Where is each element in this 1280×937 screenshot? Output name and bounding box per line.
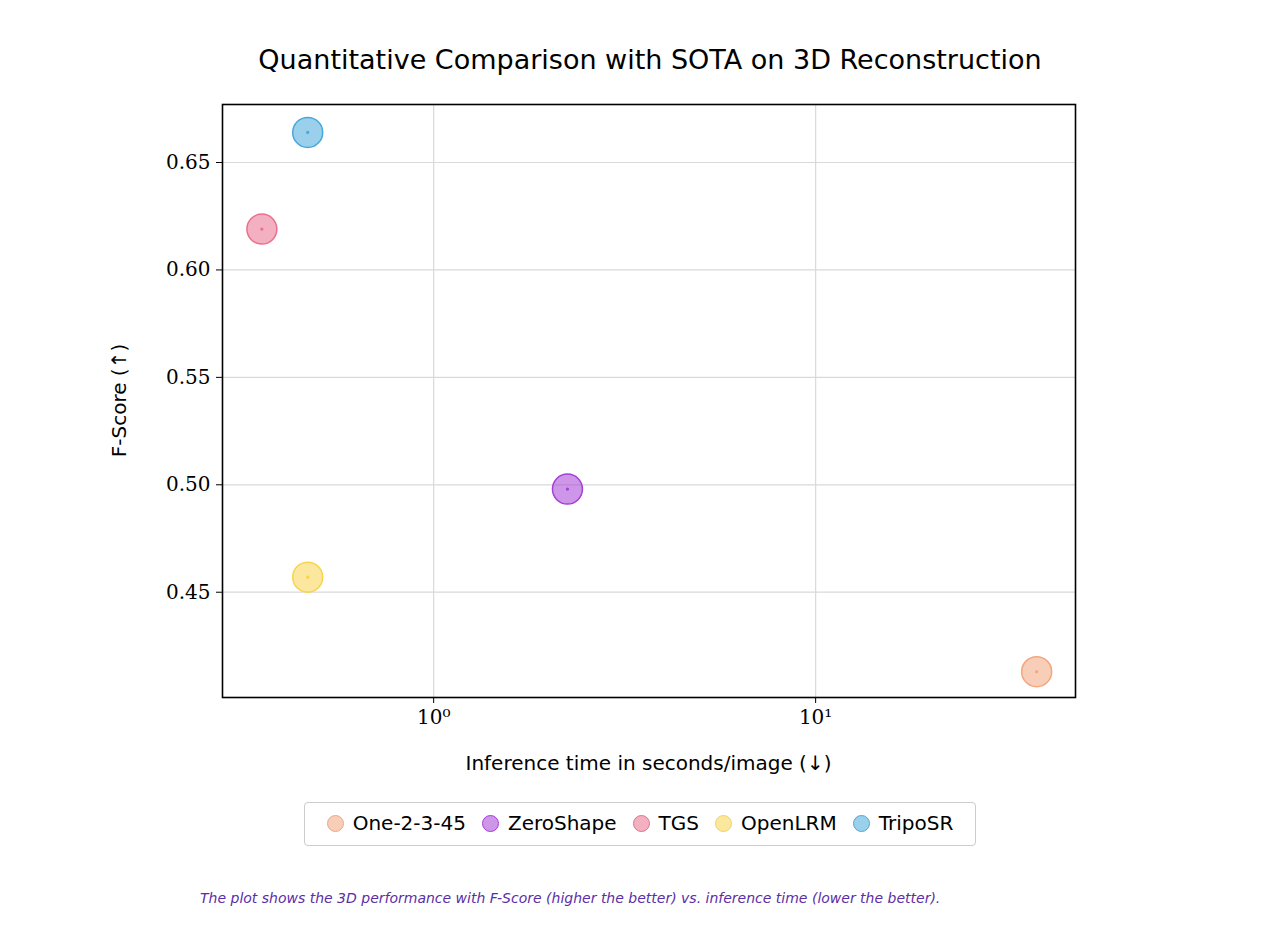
- html-text:TripoSR: TripoSR: [878, 811, 954, 835]
- svg-text:0.65: 0.65: [166, 150, 211, 174]
- html-text:One-2-3-45: One-2-3-45: [352, 811, 466, 835]
- svg-text:Inference time in seconds/imag: Inference time in seconds/image (↓): [466, 751, 832, 775]
- html-text:Quantitative Comparison with S: Quantitative Comparison with SOTA on 3D …: [258, 44, 1042, 75]
- svg-text:0.55: 0.55: [166, 365, 211, 389]
- html-text:The plot shows the 3D performa: The plot shows the 3D performance with F…: [200, 889, 941, 906]
- svg-text:0.45: 0.45: [166, 580, 211, 604]
- svg-text:0.60: 0.60: [166, 257, 211, 281]
- svg-text:10¹: 10¹: [799, 705, 832, 729]
- html-text:OpenLRM: OpenLRM: [741, 811, 837, 835]
- html-text:TGS: TGS: [658, 811, 699, 835]
- svg-text:0.50: 0.50: [166, 472, 211, 496]
- html-text:ZeroShape: ZeroShape: [507, 811, 617, 835]
- svg-text:10⁰: 10⁰: [417, 705, 450, 729]
- svg-text:F-Score (↑): F-Score (↑): [107, 344, 131, 457]
